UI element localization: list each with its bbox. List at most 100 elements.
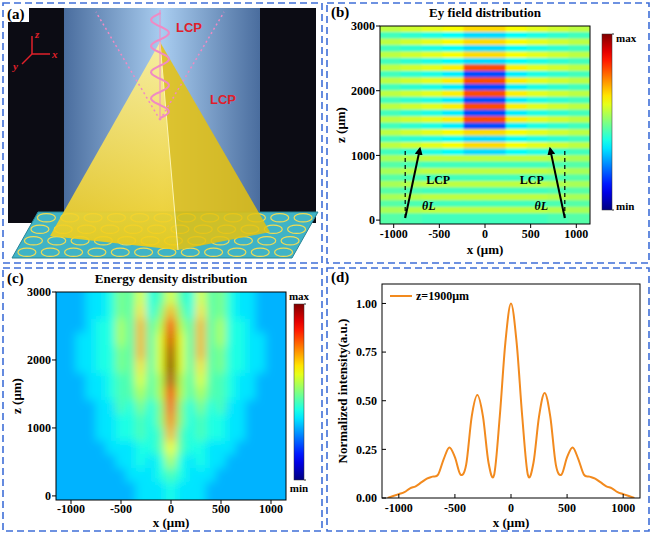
heat-cell (443, 136, 465, 143)
heat-cell (246, 387, 257, 401)
heat-cell (96, 292, 107, 306)
heat-cell (506, 71, 528, 78)
colorbar-label: min (616, 200, 634, 212)
heat-cell (176, 414, 187, 428)
colorbar-tick (304, 304, 306, 305)
heat-cell (527, 26, 549, 33)
panel-letter: (d) (331, 269, 349, 286)
figure: LCPLCPzxy(a)LCPθLLCPθL-1000-500050010000… (0, 0, 652, 534)
heat-cell (266, 387, 277, 401)
heat-cell (146, 468, 157, 482)
heat-cell (116, 319, 127, 333)
heat-cell (548, 71, 570, 78)
heat-cell (196, 400, 207, 414)
annotation: LCP (426, 173, 450, 187)
heat-cell (216, 319, 227, 333)
heat-cell (196, 441, 207, 455)
heat-cell (246, 292, 257, 306)
heat-cell (464, 161, 486, 168)
colorbar-tick (304, 480, 306, 481)
heat-cell (443, 116, 465, 123)
heat-cell (156, 441, 167, 455)
heat-cell (506, 161, 528, 168)
y-tick-label: 1000 (27, 421, 51, 435)
heat-cell (422, 142, 444, 149)
heat-cell (485, 51, 507, 58)
heat-cell (464, 84, 486, 91)
heat-cell (464, 58, 486, 65)
ray (96, 12, 160, 120)
heat-cell (246, 482, 257, 500)
heat-cell (116, 482, 127, 500)
heat-cell (506, 155, 528, 162)
heat-cell (527, 136, 549, 143)
heat-cell (86, 468, 97, 482)
heat-cell (96, 387, 107, 401)
heat-cell (146, 373, 157, 387)
heat-cell (506, 90, 528, 97)
heat-cell (76, 373, 87, 387)
heat-cell (206, 373, 217, 387)
heat-cell (464, 32, 486, 39)
heat-cell (256, 400, 267, 414)
heat-cell (266, 414, 277, 428)
heat-cell (506, 103, 528, 110)
heat-cell (485, 71, 507, 78)
heat-cell (146, 346, 157, 360)
colorbar-tick (612, 210, 614, 211)
heat-cell (569, 110, 590, 117)
x-tick (398, 494, 399, 498)
heat-cell (506, 123, 528, 130)
heat-cell (156, 332, 167, 346)
heat-cell (569, 123, 590, 130)
heat-cell (56, 414, 66, 428)
heat-cell (156, 373, 167, 387)
heat-cell (527, 39, 549, 46)
heat-cell (56, 292, 66, 306)
heat-cell (380, 110, 401, 117)
heat-cell (66, 400, 77, 414)
heat-cell (86, 387, 97, 401)
heat-cell (506, 149, 528, 156)
meta-atom (31, 225, 49, 233)
y-tick-label: 0.00 (356, 491, 377, 505)
heat-cell (186, 387, 197, 401)
heat-cell (256, 346, 267, 360)
heat-cell (76, 482, 87, 500)
heat-cell (401, 116, 423, 123)
heat-cell (136, 305, 147, 319)
heat-cell (266, 482, 277, 500)
heat-cell (527, 116, 549, 123)
heat-cell (86, 346, 97, 360)
diagram (8, 8, 318, 258)
heat-cell (276, 482, 286, 500)
heat-cell (548, 58, 570, 65)
heat-cell (569, 51, 590, 58)
colorbar-label: min (290, 482, 308, 494)
heat-cell (276, 305, 286, 319)
heat-cell (401, 64, 423, 71)
heat-cell (380, 45, 401, 52)
heat-cell (196, 373, 207, 387)
y-tick (376, 90, 380, 91)
heat-cell (380, 161, 401, 168)
heat-cell (485, 116, 507, 123)
heat-cell (276, 292, 286, 306)
heat-cell (226, 332, 237, 346)
heat-cell (506, 213, 528, 224)
heat-cell (76, 387, 87, 401)
heat-cell (548, 136, 570, 143)
y-tick (382, 352, 386, 353)
heat-cell (506, 26, 528, 33)
meta-atom (275, 248, 293, 256)
heat-cell (116, 292, 127, 306)
heat-cell (443, 200, 465, 207)
heat-cell (196, 414, 207, 428)
heat-cell (548, 194, 570, 201)
heat-cell (506, 77, 528, 84)
heat-cell (56, 428, 66, 442)
axis-letter: z (34, 28, 40, 40)
heat-cell (443, 71, 465, 78)
heat-cell (186, 332, 197, 346)
heat-cell (569, 142, 590, 149)
